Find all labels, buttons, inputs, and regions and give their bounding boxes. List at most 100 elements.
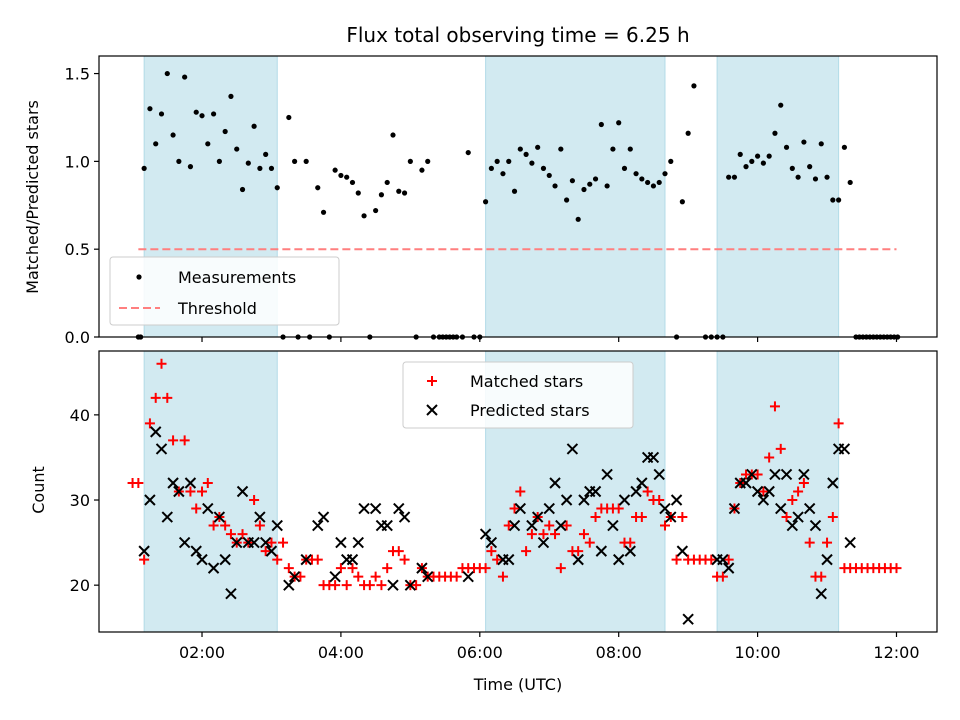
data-point [521,546,532,557]
data-point [682,613,694,625]
data-point [278,537,289,548]
data-point [283,579,295,591]
data-point [150,392,161,403]
data-point [740,477,752,489]
data-point [266,537,277,548]
data-point [347,563,358,574]
data-point [369,502,382,515]
x-tick-label: 02:00 [179,643,225,662]
x-tick-label: 04:00 [318,643,364,662]
data-point [176,158,182,164]
data-point [167,477,179,489]
data-point [572,553,584,566]
top-axes-frame [98,55,938,338]
data-point [786,519,799,532]
data-point [370,571,381,582]
data-point [679,199,685,205]
data-point [543,502,555,515]
data-point [723,554,734,565]
data-point [237,529,248,540]
data-point [164,70,170,77]
data-point [592,176,599,182]
data-point [139,554,150,565]
data-point [263,151,269,157]
data-point [178,536,191,549]
data-point [665,511,677,523]
data-point [286,114,292,121]
data-point [659,502,671,515]
data-point [549,477,561,489]
data-point [757,494,770,506]
data-point [268,165,275,171]
data-point [271,519,283,532]
data-point [830,197,836,203]
data-point [763,485,775,498]
data-point [364,580,375,591]
data-point [555,519,567,532]
data-point [792,511,804,523]
data-point [546,172,552,179]
data-point [272,554,283,565]
data-point [193,109,199,115]
bottom-panel: 02:00 04:00 06:00 08:00 10:00 12:00 20 30 40 Matc… [70,350,938,662]
data-point [595,545,608,557]
data-point [636,477,648,489]
data-point [891,563,902,574]
data-point [706,554,717,565]
data-point [208,520,219,531]
data-point [488,165,494,171]
data-point [387,579,399,591]
data-point [419,167,425,173]
data-point [292,158,298,164]
data-point [560,494,573,506]
data-point [815,587,827,600]
data-point [355,190,361,196]
data-point [254,520,265,531]
data-point [749,158,755,164]
data-point [239,186,246,193]
data-point [803,502,816,515]
data-point [754,153,761,159]
data-point [818,141,824,147]
data-point [633,171,639,177]
bottom-shaded-region [143,350,278,633]
data-point [378,192,385,198]
data-point [833,418,844,429]
data-point [396,188,402,194]
data-point [775,502,787,515]
data-point [656,179,662,186]
data-point [625,537,636,548]
legend-box [402,361,634,429]
data-point [613,503,624,514]
bottom-axes-frame [98,350,938,633]
data-point [793,486,804,497]
data-point [138,545,150,557]
data-point [726,174,732,180]
data-point [630,485,642,498]
data-point [841,144,848,150]
data-point [621,165,628,171]
data-point [764,452,775,463]
data-point [766,153,772,159]
data-point [300,553,312,566]
data-point [147,106,153,112]
data-point [150,426,162,438]
data-point [515,486,526,497]
data-point [653,468,665,481]
data-point [422,570,434,583]
data-point [535,144,541,150]
data-point [358,502,370,515]
data-point [503,553,515,566]
data-point [781,512,792,523]
data-point [485,536,498,549]
data-point [816,571,827,582]
data-point [795,174,801,180]
data-point [133,477,144,488]
data-point [234,146,240,152]
data-point [717,571,728,582]
data-point [578,529,589,540]
data-point [836,197,842,203]
data-point [155,443,168,455]
data-point [607,519,619,532]
data-point [752,469,763,480]
